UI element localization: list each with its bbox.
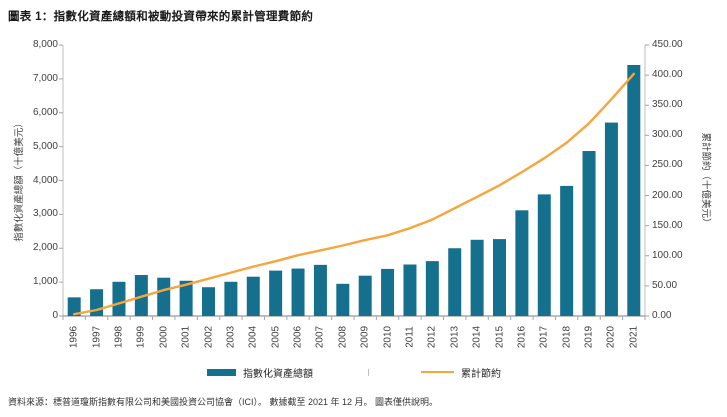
left-axis-tick-label-1000: 1,000: [32, 276, 58, 288]
x-label-2006: 2006: [292, 325, 304, 349]
bar-2007: [313, 264, 327, 316]
x-label-2018: 2018: [561, 325, 573, 349]
x-label-2016: 2016: [516, 325, 528, 349]
x-label-2009: 2009: [359, 325, 371, 349]
left-axis-title: 指數化資產總額（十億美元）: [14, 118, 25, 242]
cumulative-savings-line: [72, 72, 635, 316]
x-label-2008: 2008: [337, 325, 349, 349]
bar-2019: [582, 151, 596, 316]
right-axis-tick-label-400.00: 400.00: [652, 69, 683, 81]
x-label-2000: 2000: [158, 325, 170, 349]
line-series-swatch: [421, 371, 454, 373]
right-axis-tick-label-450.00: 450.00: [652, 39, 683, 50]
bar-2006: [291, 268, 305, 316]
x-label-2011: 2011: [404, 326, 416, 348]
x-label-1999: 1999: [135, 325, 147, 349]
legend-item-indexed-assets: 指數化資產總額: [207, 365, 313, 380]
left-axis-tick-label-5000: 5,000: [32, 140, 58, 152]
bar-2014: [470, 239, 484, 316]
x-label-2017: 2017: [538, 325, 550, 349]
legend: 指數化資產總額 累計節約: [63, 364, 645, 380]
x-label-1998: 1998: [113, 325, 125, 349]
right-axis-tick-label-0.00: 0.00: [652, 310, 672, 321]
legend-item-cumulative-savings: 累計節約: [421, 365, 501, 380]
chart-title: 圖表 1：指數化資產總額和被動投資帶來的累計管理費節約: [8, 11, 314, 23]
x-label-2015: 2015: [494, 325, 505, 349]
left-axis-tick-label-6000: 6,000: [32, 106, 58, 118]
x-label-2012: 2012: [426, 325, 438, 349]
bar-2017: [537, 194, 551, 316]
bar-2021: [627, 64, 641, 316]
x-label-2021: 2021: [628, 325, 640, 349]
bar-2002: [202, 287, 215, 316]
x-label-2010: 2010: [382, 325, 394, 349]
left-axis-tick-label-8000: 8,000: [32, 39, 58, 50]
left-axis-tick-label-2000: 2,000: [32, 242, 58, 254]
x-label-2014: 2014: [471, 325, 483, 349]
left-axis-tick-label-4000: 4,000: [32, 174, 58, 186]
bar-2010: [381, 268, 395, 316]
right-axis-tick-label-50.00: 50.00: [652, 279, 678, 291]
x-label-1997: 1997: [91, 325, 103, 349]
x-label-2013: 2013: [449, 325, 461, 349]
bar-series-swatch: [207, 368, 236, 376]
bar-2012: [425, 261, 439, 316]
x-label-2003: 2003: [225, 325, 237, 349]
left-axis-tick-label-3000: 3,000: [32, 208, 58, 220]
x-label-2005: 2005: [270, 325, 282, 349]
right-axis-tick-label-100.00: 100.00: [652, 249, 683, 261]
bar-2005: [269, 270, 283, 316]
x-label-2019: 2019: [583, 325, 595, 349]
left-axis-tick-label-7000: 7,000: [32, 72, 58, 84]
bar-2008: [336, 283, 350, 316]
x-label-2001: 2001: [180, 325, 192, 349]
line-series-label: 累計節約: [461, 368, 501, 380]
bar-2015: [493, 239, 506, 316]
x-label-2004: 2004: [247, 325, 259, 349]
bar-2001: [179, 280, 193, 316]
bar-1998: [112, 281, 126, 316]
right-axis-tick-label-300.00: 300.00: [652, 129, 683, 141]
bar-2016: [515, 210, 529, 316]
bar-2009: [358, 275, 372, 316]
right-axis-tick-label-350.00: 350.00: [652, 99, 683, 111]
right-axis-tick-label-200.00: 200.00: [652, 189, 683, 201]
right-axis-tick-label-250.00: 250.00: [652, 159, 683, 171]
source-footnote: 資料來源：標普道瓊斯指數有限公司和美國投資公司協會（ICI）。 數據截至 202…: [8, 397, 439, 407]
bar-2011: [403, 264, 417, 316]
bar-2013: [448, 248, 462, 316]
x-label-1996: 1996: [68, 325, 80, 349]
x-label-2020: 2020: [605, 325, 617, 349]
left-axis-tick-label-0: 0: [52, 310, 58, 321]
x-label-2002: 2002: [203, 325, 214, 349]
bar-2018: [560, 185, 574, 316]
right-axis-title: 累計節約（十億美元）: [700, 132, 711, 228]
bar-2003: [224, 281, 238, 316]
bar-series-label: 指數化資產總額: [243, 368, 313, 380]
bar-2004: [246, 276, 260, 316]
bar-1996: [67, 297, 81, 316]
bar-2000: [157, 277, 171, 316]
x-label-2007: 2007: [314, 325, 326, 349]
right-axis-tick-label-150.00: 150.00: [652, 219, 683, 231]
legend-separator-tick: [368, 368, 369, 376]
bar-2020: [604, 122, 618, 316]
